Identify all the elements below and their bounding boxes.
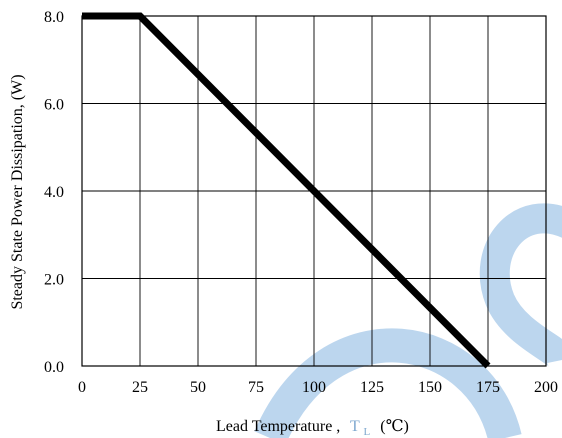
x-axis-title-unit: (℃) bbox=[380, 418, 409, 435]
x-tick-label: 0 bbox=[78, 379, 86, 396]
x-axis-title-main: Lead Temperature , bbox=[216, 418, 340, 435]
x-tick-label: 100 bbox=[302, 379, 326, 396]
x-tick-label: 125 bbox=[360, 379, 384, 396]
x-axis-title-subscript: L bbox=[364, 426, 371, 438]
x-tick-label: 150 bbox=[418, 379, 442, 396]
x-axis-title: Lead Temperature , T L (℃) bbox=[216, 418, 409, 438]
y-tick-label: 4.0 bbox=[44, 184, 64, 201]
y-tick-label: 6.0 bbox=[44, 97, 64, 114]
x-tick-label: 200 bbox=[534, 379, 558, 396]
x-axis-title-symbol: T bbox=[350, 418, 360, 435]
x-tick-label: 175 bbox=[476, 379, 500, 396]
y-tick-label: 0.0 bbox=[44, 359, 64, 376]
y-tick-label: 2.0 bbox=[44, 272, 64, 289]
x-axis-tick-labels: 0 25 50 75 100 125 150 175 200 bbox=[78, 379, 558, 396]
y-axis-tick-labels: 0.0 2.0 4.0 6.0 8.0 bbox=[44, 9, 64, 376]
x-tick-label: 50 bbox=[190, 379, 206, 396]
x-tick-label: 25 bbox=[132, 379, 148, 396]
y-tick-label: 8.0 bbox=[44, 9, 64, 26]
y-axis-title: Steady State Power Dissipation, (W) bbox=[9, 74, 26, 309]
x-tick-label: 75 bbox=[248, 379, 264, 396]
